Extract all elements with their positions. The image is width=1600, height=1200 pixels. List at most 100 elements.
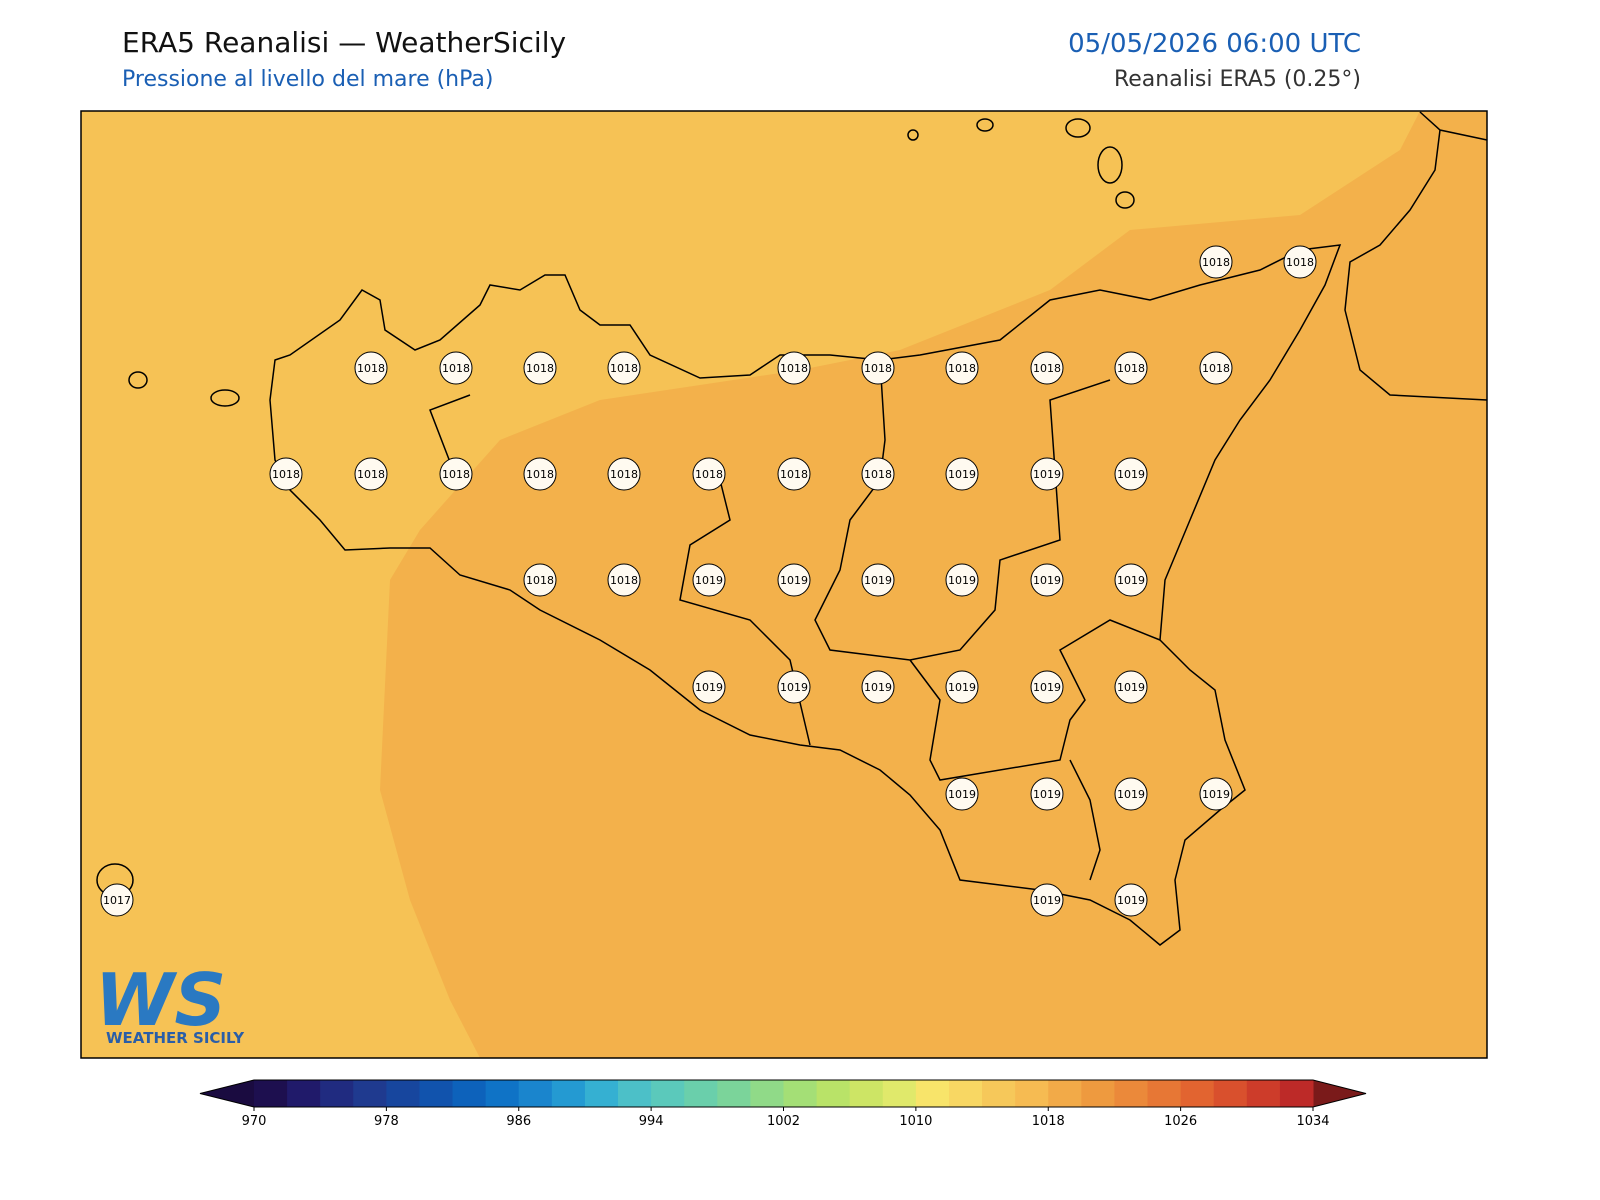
colorbar-swatch (849, 1080, 884, 1107)
station-value: 1018 (526, 468, 554, 481)
logo-mark: WS (95, 958, 226, 1042)
colorbar-swatch (783, 1080, 818, 1107)
station-value: 1019 (1033, 574, 1061, 587)
station: 1018 (439, 457, 473, 491)
station-value: 1019 (695, 574, 723, 587)
island (1097, 146, 1123, 184)
colorbar-swatch (1180, 1080, 1215, 1107)
colorbar-swatch (551, 1080, 586, 1107)
station: 1018 (692, 457, 726, 491)
station-marker (1199, 351, 1233, 385)
island (1065, 118, 1091, 138)
colorbar-tick-label: 1018 (1032, 1114, 1065, 1129)
station-value: 1019 (780, 681, 808, 694)
station-marker (945, 563, 979, 597)
station-marker (100, 883, 134, 917)
station-value: 1019 (1033, 468, 1061, 481)
station-value: 1019 (948, 574, 976, 587)
station: 1018 (607, 351, 641, 385)
station-value: 1018 (272, 468, 300, 481)
station: 1018 (269, 457, 303, 491)
station-value: 1019 (1117, 681, 1145, 694)
station: 1019 (777, 670, 811, 704)
station-marker (439, 351, 473, 385)
island (907, 129, 919, 141)
station: 1019 (1030, 670, 1064, 704)
island (1115, 191, 1135, 209)
field-dark (380, 111, 1487, 1058)
station: 1018 (439, 351, 473, 385)
colorbar-swatch (1213, 1080, 1248, 1107)
colorbar-tick-label: 994 (639, 1114, 664, 1129)
station-marker (1030, 670, 1064, 704)
station: 1019 (1114, 670, 1148, 704)
station: 1019 (1114, 777, 1148, 811)
station-marker (945, 457, 979, 491)
station: 1019 (945, 563, 979, 597)
station: 1018 (1283, 245, 1317, 279)
station-value: 1018 (610, 468, 638, 481)
colorbar-tick-label: 986 (506, 1114, 531, 1129)
island (128, 371, 148, 389)
station-marker (861, 457, 895, 491)
station-value: 1019 (1117, 468, 1145, 481)
station: 1018 (1199, 351, 1233, 385)
station: 1018 (523, 457, 557, 491)
colorbar-swatch (320, 1080, 354, 1107)
station: 1018 (354, 351, 388, 385)
station-marker (1114, 351, 1148, 385)
station-marker (861, 670, 895, 704)
sicily-coast (269, 244, 1342, 946)
station-marker (607, 351, 641, 385)
station-marker (1199, 245, 1233, 279)
colorbar-swatch (750, 1080, 784, 1107)
colorbar-swatch (419, 1080, 454, 1107)
map: 1018 1018 1018 1018 1018 1018 1018 1018 1018 1018… (80, 110, 1488, 1059)
station-marker (269, 457, 303, 491)
station: 1019 (1199, 777, 1233, 811)
station-value: 1018 (610, 362, 638, 375)
station-marker (1114, 883, 1148, 917)
colorbar-tick-label: 1034 (1296, 1114, 1329, 1129)
colorbar-swatch (948, 1080, 983, 1107)
station-value: 1019 (1033, 788, 1061, 801)
station-value: 1018 (1202, 256, 1230, 269)
colorbar-swatch (1279, 1080, 1314, 1107)
colorbar-swatch (717, 1080, 751, 1107)
station-value: 1019 (948, 468, 976, 481)
colorbar: 970 978 986 994 1002 1010 1018 1026 1034 (199, 1079, 1367, 1129)
colorbar-tick-label: 978 (374, 1114, 399, 1129)
colorbar-swatch (618, 1080, 652, 1107)
station-marker (439, 457, 473, 491)
station: 1018 (777, 351, 811, 385)
station-value: 1018 (780, 362, 808, 375)
station-marker (1114, 563, 1148, 597)
station-value: 1018 (442, 362, 470, 375)
station: 1017 (100, 883, 134, 917)
station: 1018 (945, 351, 979, 385)
station: 1019 (945, 777, 979, 811)
logo: WS WEATHER SICILY (95, 958, 245, 1047)
station: 1018 (523, 351, 557, 385)
station-marker (777, 351, 811, 385)
station-marker (607, 457, 641, 491)
station-value: 1018 (864, 468, 892, 481)
colorbar-swatch (915, 1080, 950, 1107)
station-value: 1019 (780, 574, 808, 587)
station-marker (1114, 670, 1148, 704)
island (210, 389, 240, 407)
colorbar-tick-label: 1026 (1164, 1114, 1197, 1129)
station-marker (1114, 777, 1148, 811)
station-marker (692, 670, 726, 704)
station-marker (777, 457, 811, 491)
calabria-coast (1344, 111, 1488, 401)
station: 1018 (607, 563, 641, 597)
station: 1019 (1030, 777, 1064, 811)
station: 1019 (1114, 563, 1148, 597)
station-value: 1018 (780, 468, 808, 481)
station-value: 1019 (1117, 574, 1145, 587)
station-value: 1019 (948, 788, 976, 801)
station-value: 1019 (948, 681, 976, 694)
colorbar-swatch (1081, 1080, 1115, 1107)
